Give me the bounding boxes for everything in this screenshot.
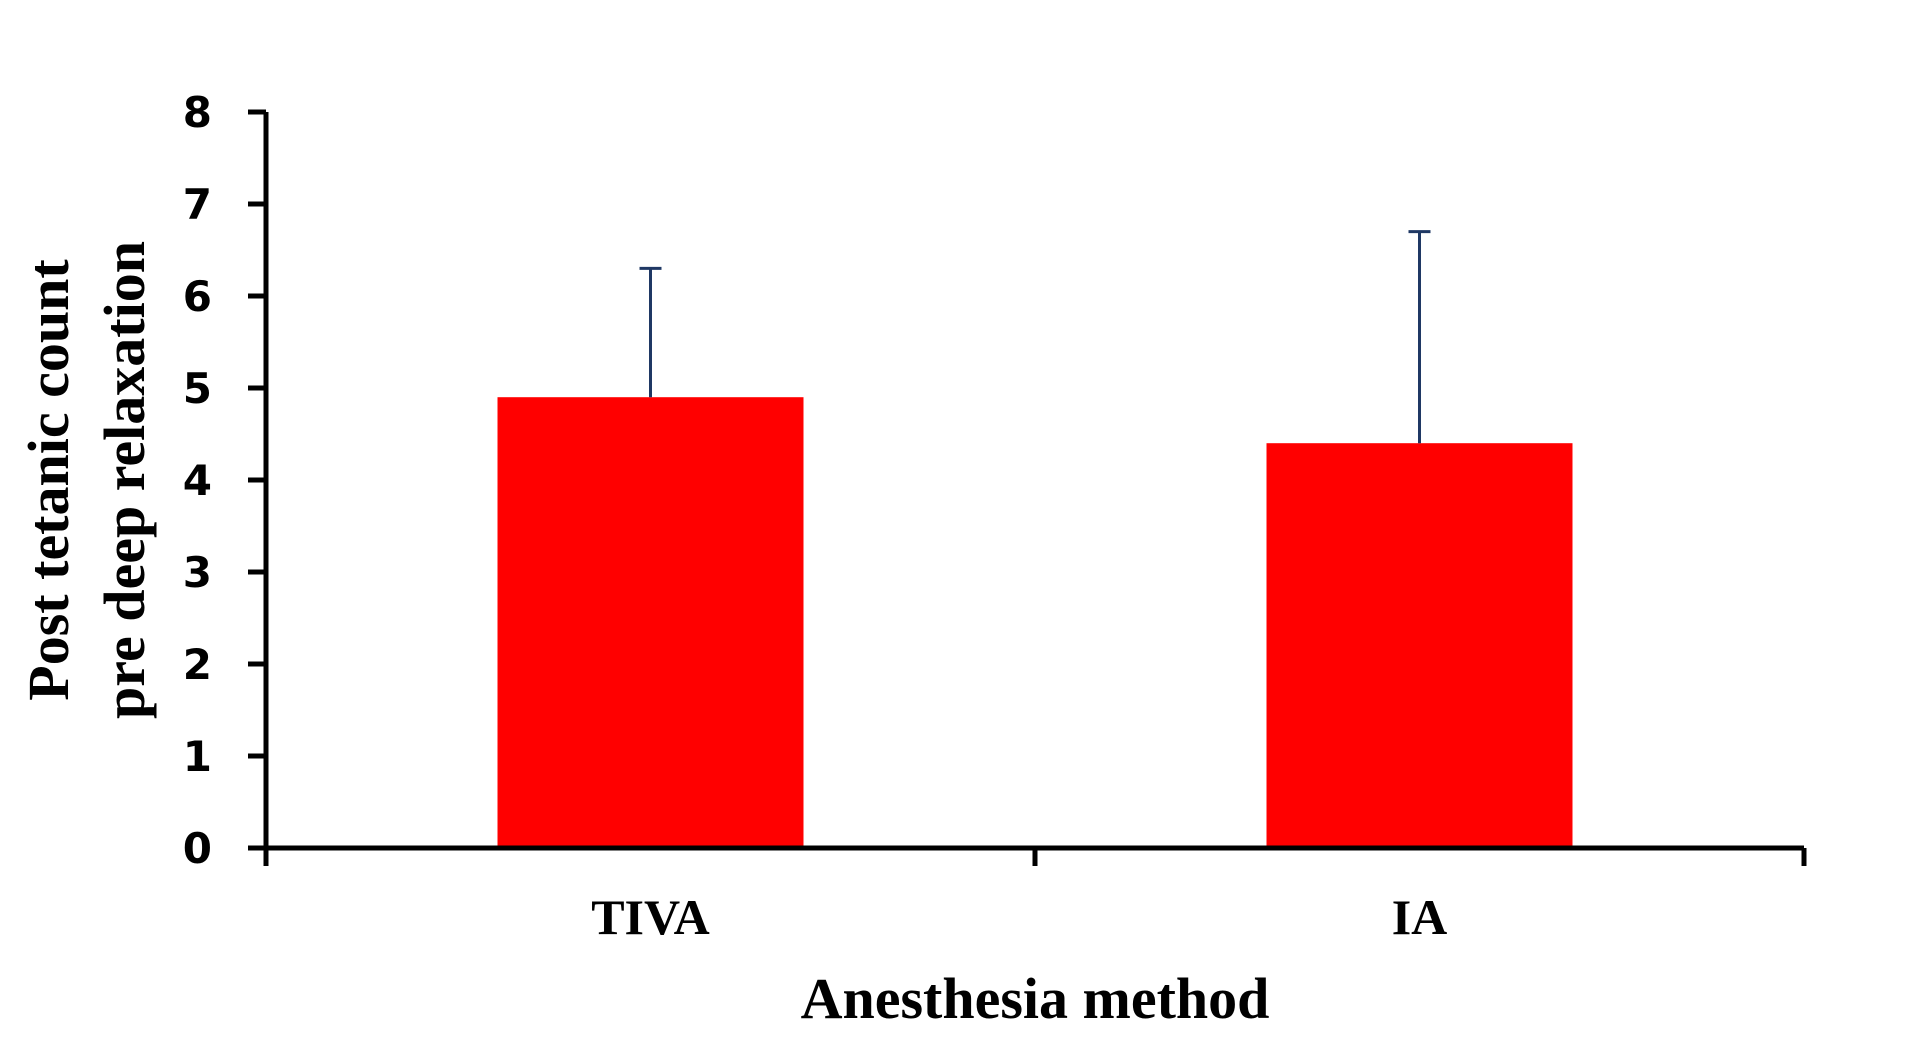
x-ticks-layer: TIVA IA <box>263 848 1807 945</box>
axes-layer <box>263 112 1804 851</box>
y-axis-title-line-1: Post tetanic count <box>16 259 81 701</box>
x-category-label: IA <box>1392 889 1448 945</box>
bars-layer <box>497 397 1573 848</box>
y-tick-label: 5 <box>183 364 212 413</box>
y-tick-label: 0 <box>183 824 212 873</box>
y-tick-label: 7 <box>183 180 212 229</box>
y-tick-label: 8 <box>183 88 212 137</box>
y-tick-label: 3 <box>183 548 212 597</box>
y-ticks-layer: 0 1 2 3 4 5 6 7 8 <box>183 88 266 873</box>
y-tick-label: 1 <box>183 732 212 781</box>
y-axis-title-line-2: pre deep relaxation <box>92 241 157 719</box>
x-category-label: TIVA <box>591 889 710 945</box>
error-bars-layer <box>639 230 1431 444</box>
y-tick-label: 4 <box>183 456 212 505</box>
x-axis-title: Anesthesia method <box>801 966 1270 1031</box>
y-tick-label: 6 <box>183 272 212 321</box>
y-axis-title: Post tetanic count pre deep relaxation <box>16 241 157 719</box>
bar-ia <box>1266 443 1573 848</box>
bar-tiva <box>497 397 804 848</box>
y-tick-label: 2 <box>183 640 212 689</box>
